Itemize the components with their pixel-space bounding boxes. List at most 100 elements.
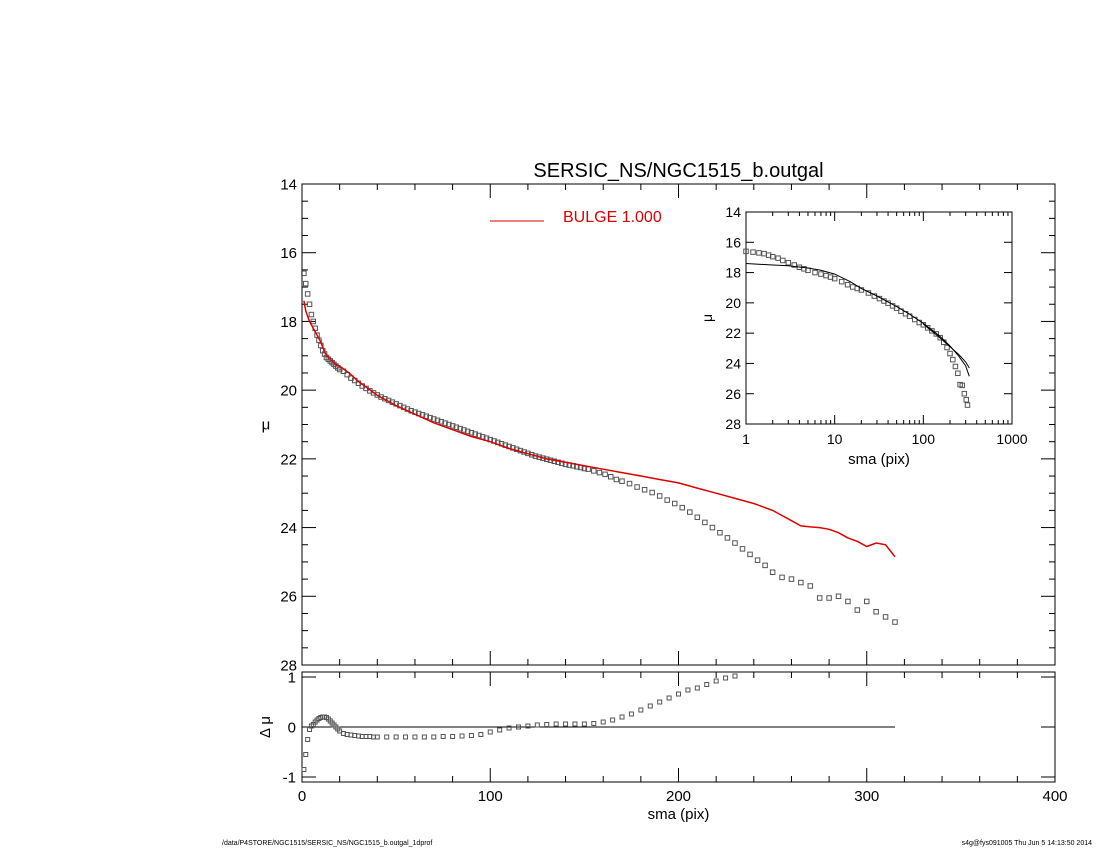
data-point	[472, 431, 478, 437]
data-point	[873, 608, 879, 615]
data-point	[838, 278, 845, 285]
residual-point	[431, 734, 437, 740]
residual-point	[563, 721, 569, 727]
data-point	[791, 262, 797, 268]
data-point	[937, 334, 943, 341]
x-tick-label: 1	[742, 431, 750, 447]
model-line	[922, 323, 970, 369]
data-point	[679, 504, 686, 511]
y-tick-label: 14	[725, 204, 741, 220]
residual-point	[685, 687, 691, 693]
data-point	[963, 397, 970, 403]
y-tick-label: 26	[280, 589, 297, 606]
data-point	[304, 291, 311, 297]
data-point	[591, 468, 597, 474]
y-tick-label: 26	[725, 386, 741, 402]
residual-point	[459, 733, 465, 739]
data-point	[431, 416, 437, 422]
data-point	[947, 350, 953, 357]
data-point	[818, 271, 824, 277]
residual-point	[553, 721, 559, 727]
data-point	[694, 514, 701, 521]
main-x-ticks	[301, 184, 1056, 665]
residual-point	[525, 723, 531, 729]
data-point	[831, 275, 838, 282]
footer-file-path: /data/P4STORE/NGC1515/SERSIC_NS/NGC1515_…	[222, 840, 433, 847]
y-tick-label: 16	[725, 234, 741, 250]
inset-plot-frame	[745, 211, 1013, 425]
residual-point	[478, 732, 484, 737]
data-point	[769, 253, 776, 260]
residual-point	[628, 711, 634, 717]
y-tick-label: 22	[280, 451, 297, 468]
residual-point	[572, 721, 578, 727]
residual-point	[591, 721, 597, 726]
main-y-axis: 14 16 18 20 22 24 26 28	[280, 176, 1055, 674]
data-point	[664, 497, 670, 503]
data-point	[476, 432, 482, 439]
data-point	[709, 524, 716, 531]
residual-point	[676, 691, 681, 697]
data-point	[438, 419, 445, 425]
data-point	[892, 619, 898, 625]
data-point	[464, 428, 471, 435]
residual-point	[694, 685, 700, 691]
data-point	[739, 546, 746, 552]
y-tick-label: -1	[283, 769, 296, 786]
residual-point	[421, 734, 427, 740]
x-tick-label: 200	[666, 788, 691, 805]
residual-point	[638, 707, 644, 713]
data-point	[732, 540, 738, 546]
data-point	[634, 484, 640, 490]
data-point	[835, 593, 842, 600]
residual-point	[450, 734, 456, 739]
data-point	[702, 519, 708, 526]
residual-data-points	[301, 673, 738, 772]
data-point	[446, 421, 452, 428]
data-point	[812, 269, 818, 276]
residual-point	[704, 682, 710, 687]
data-point	[854, 607, 861, 613]
residual-y-axis: -1 0 1	[283, 669, 1055, 786]
residual-point	[666, 695, 672, 701]
y-tick-label: 24	[280, 520, 297, 537]
main-y-minor-ticks	[302, 200, 1055, 649]
data-point	[952, 363, 959, 370]
y-tick-label: 28	[725, 416, 741, 432]
x-tick-label: 10	[827, 431, 843, 447]
data-point	[656, 493, 663, 499]
data-point	[769, 569, 776, 575]
residual-point	[657, 699, 663, 705]
data-point	[964, 402, 971, 408]
main-title: SERSIC_NS/NGC1515_b.outgal	[533, 160, 823, 182]
residual-point	[303, 752, 309, 757]
residual-point	[301, 767, 307, 772]
residual-point	[732, 673, 738, 679]
x-tick-label: 300	[854, 788, 879, 805]
inset-y-axis: 14 16 18 20 22 24 26 28	[725, 204, 1012, 432]
y-tick-label: 16	[280, 245, 297, 262]
y-tick-label: 0	[288, 719, 296, 736]
y-tick-label: 18	[280, 314, 297, 331]
residual-point	[647, 703, 653, 709]
data-point	[641, 487, 648, 493]
data-point	[717, 529, 723, 536]
data-point	[743, 248, 749, 255]
data-point	[944, 344, 950, 351]
data-point	[306, 301, 313, 307]
residual-point	[723, 675, 729, 681]
data-point	[555, 459, 561, 466]
data-point	[619, 478, 625, 484]
data-point	[807, 583, 814, 589]
residual-point	[412, 734, 418, 740]
y-tick-label: 18	[725, 265, 741, 281]
x-tick-label: 1000	[996, 431, 1027, 447]
y-tick-label: 24	[725, 355, 741, 371]
residual-point	[374, 734, 380, 740]
residual-point	[468, 733, 474, 738]
legend: BULGE 1.000	[490, 209, 662, 226]
residual-x-axis: 0 100 200 300 400	[298, 672, 1068, 805]
y-tick-label: 20	[280, 383, 297, 400]
residual-point	[384, 734, 390, 740]
data-point	[314, 332, 320, 338]
